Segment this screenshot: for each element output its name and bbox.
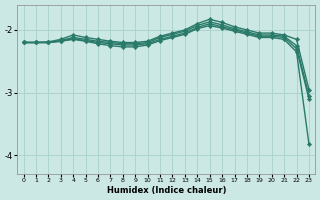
X-axis label: Humidex (Indice chaleur): Humidex (Indice chaleur)	[107, 186, 226, 195]
